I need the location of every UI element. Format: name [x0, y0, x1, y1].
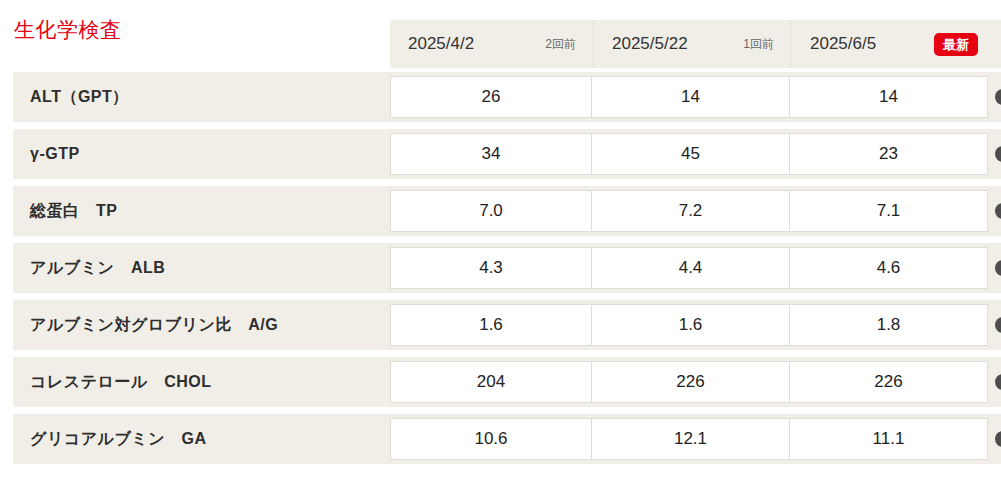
test-name-label: ALT（GPT）: [30, 72, 129, 122]
value-text: 45: [681, 144, 700, 164]
table-row: コレステロール CHOL 204 226 226: [13, 357, 1001, 407]
value-text: 23: [879, 144, 898, 164]
table-row: 総蛋白 TP 7.0 7.2 7.1: [13, 186, 1001, 236]
column-header-1: 2025/4/2 2回前: [390, 20, 592, 68]
recency-tag: 2回前: [545, 36, 576, 53]
value-text: 7.0: [479, 201, 503, 221]
value-text: 34: [482, 144, 501, 164]
value-text: 11.1: [873, 429, 905, 449]
test-name-label: アルブミン対グロブリン比 A/G: [30, 300, 278, 350]
test-name-label: グリコアルブミン GA: [30, 414, 207, 464]
value-text: 1.8: [877, 315, 901, 335]
recency-tag: 1回前: [743, 36, 774, 53]
value-cell: 45: [591, 133, 790, 175]
table-row: アルブミン ALB 4.3 4.4 4.6: [13, 243, 1001, 293]
table-row: グリコアルブミン GA 10.6 12.1 11.1: [13, 414, 1001, 464]
value-cell: 226: [789, 361, 988, 403]
value-text: 4.4: [679, 258, 703, 278]
value-text: 26: [482, 87, 501, 107]
table-row: ALT（GPT） 26 14 14: [13, 72, 1001, 122]
value-cell: 1.6: [390, 304, 592, 346]
date-column-header: 2025/4/2 2回前 2025/5/22 1回前 2025/6/5 最新: [390, 20, 1001, 68]
value-text: 1.6: [479, 315, 503, 335]
test-name-label: γ-GTP: [30, 129, 80, 179]
row-action-circle-icon[interactable]: [995, 374, 1001, 390]
table-row: アルブミン対グロブリン比 A/G 1.6 1.6 1.8: [13, 300, 1001, 350]
test-name-label: アルブミン ALB: [30, 243, 165, 293]
value-cell: 12.1: [591, 418, 790, 460]
value-cell: 7.2: [591, 190, 790, 232]
value-cell: 226: [591, 361, 790, 403]
value-cell: 10.6: [390, 418, 592, 460]
test-name-label: 総蛋白 TP: [30, 186, 117, 236]
column-header-2: 2025/5/22 1回前: [592, 20, 790, 68]
value-cells: 34 45 23: [390, 133, 988, 175]
value-cell: 34: [390, 133, 592, 175]
column-date: 2025/4/2: [408, 34, 474, 54]
value-cell: 4.6: [789, 247, 988, 289]
value-cells: 10.6 12.1 11.1: [390, 418, 988, 460]
value-text: 4.6: [877, 258, 901, 278]
value-cell: 23: [789, 133, 988, 175]
table-row: γ-GTP 34 45 23: [13, 129, 1001, 179]
value-cell: 7.0: [390, 190, 592, 232]
column-date: 2025/5/22: [612, 34, 688, 54]
value-cells: 1.6 1.6 1.8: [390, 304, 988, 346]
value-cells: 26 14 14: [390, 76, 988, 118]
value-text: 12.1: [674, 429, 707, 449]
value-text: 7.1: [877, 201, 901, 221]
row-action-circle-icon[interactable]: [995, 431, 1001, 447]
value-text: 7.2: [679, 201, 703, 221]
value-cell: 4.4: [591, 247, 790, 289]
value-cell: 4.3: [390, 247, 592, 289]
value-text: 226: [874, 372, 902, 392]
latest-badge: 最新: [934, 33, 978, 56]
value-cell: 204: [390, 361, 592, 403]
page-title: 生化学検査: [14, 16, 122, 44]
value-cell: 1.8: [789, 304, 988, 346]
value-cells: 4.3 4.4 4.6: [390, 247, 988, 289]
row-action-circle-icon[interactable]: [995, 146, 1001, 162]
value-text: 226: [676, 372, 704, 392]
value-text: 4.3: [479, 258, 503, 278]
results-table: ALT（GPT） 26 14 14 γ-GTP 34 45 23 総蛋白 TP …: [13, 72, 1001, 471]
value-cells: 7.0 7.2 7.1: [390, 190, 988, 232]
value-text: 1.6: [679, 315, 703, 335]
value-cell: 7.1: [789, 190, 988, 232]
column-date: 2025/6/5: [810, 34, 876, 54]
value-cell: 14: [789, 76, 988, 118]
test-name-label: コレステロール CHOL: [30, 357, 212, 407]
value-cell: 11.1: [789, 418, 988, 460]
value-cell: 26: [390, 76, 592, 118]
column-header-3: 2025/6/5 最新: [790, 20, 1001, 68]
row-action-circle-icon[interactable]: [995, 203, 1001, 219]
value-text: 14: [879, 87, 898, 107]
value-text: 10.6: [474, 429, 507, 449]
value-text: 14: [681, 87, 700, 107]
row-action-circle-icon[interactable]: [995, 89, 1001, 105]
value-text: 204: [477, 372, 505, 392]
value-cell: 14: [591, 76, 790, 118]
row-action-circle-icon[interactable]: [995, 260, 1001, 276]
row-action-circle-icon[interactable]: [995, 317, 1001, 333]
value-cell: 1.6: [591, 304, 790, 346]
value-cells: 204 226 226: [390, 361, 988, 403]
